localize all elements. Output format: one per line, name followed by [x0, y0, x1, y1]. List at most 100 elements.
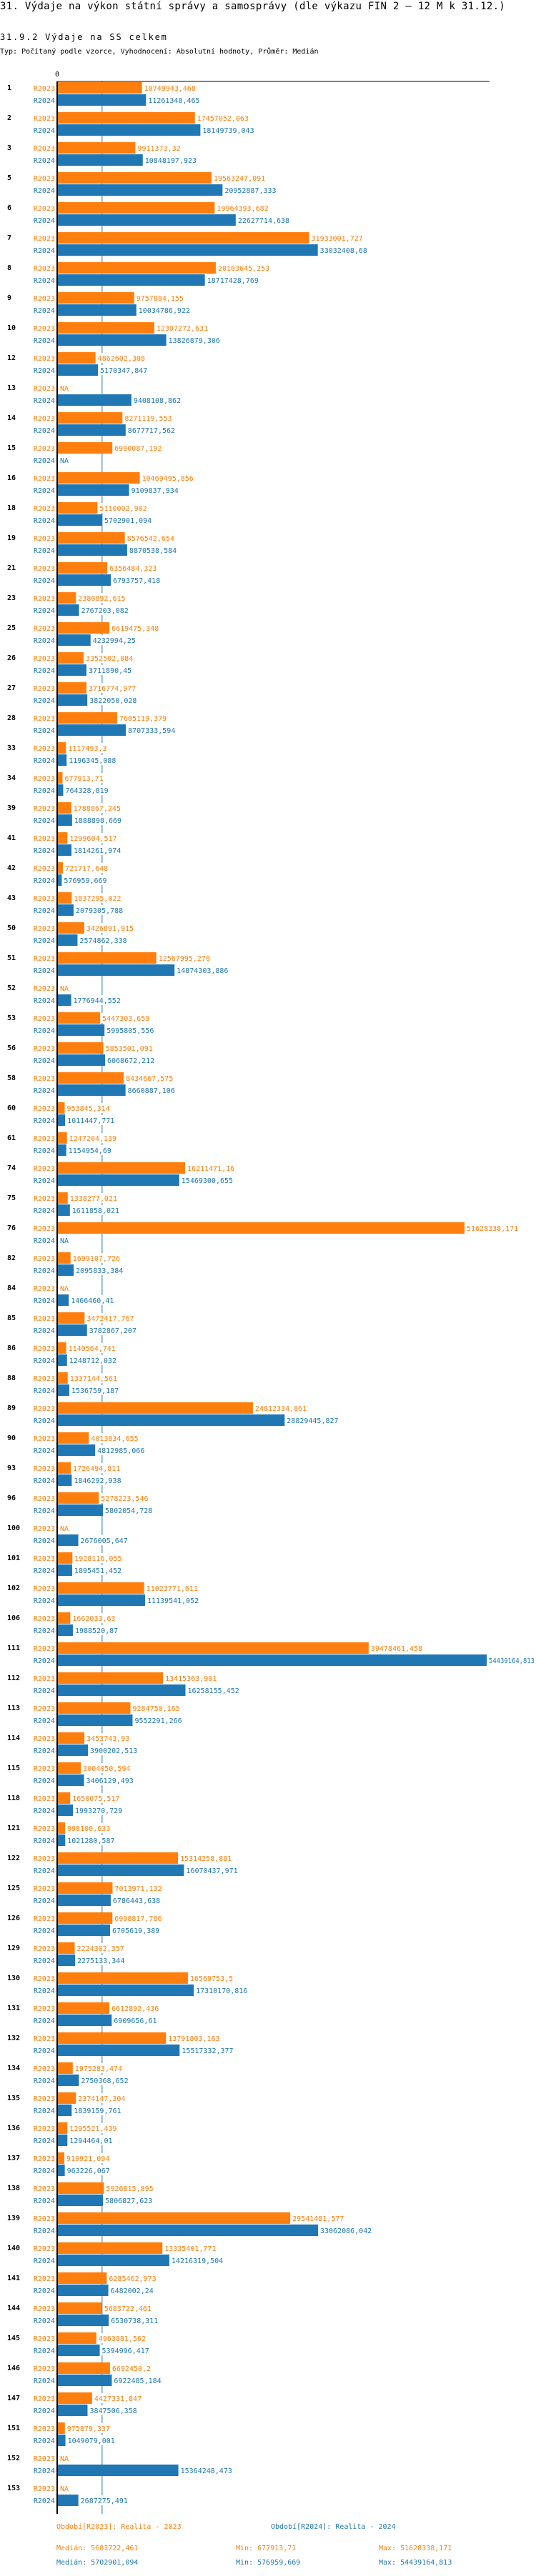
data-label: 15469300,655: [182, 1177, 233, 1185]
data-label: 6692450,2: [112, 2365, 151, 2373]
data-label: 1466460,41: [71, 1297, 114, 1305]
label-background: [118, 713, 168, 723]
data-label: 6705619,389: [112, 1927, 159, 1935]
category-label: 23: [7, 594, 16, 602]
data-label: 16070437,971: [186, 1867, 237, 1875]
bar-r2024: [57, 394, 131, 406]
category-label: 61: [7, 1134, 16, 1142]
series-label: R2023: [34, 2395, 55, 2403]
bar-r2024: [57, 874, 62, 886]
series-label: R2023: [34, 2455, 55, 2463]
bar-r2024: [57, 2285, 109, 2296]
data-label: 1154954,69: [69, 1147, 111, 1155]
series-label: R2024: [34, 757, 55, 765]
label-background: [58, 455, 76, 465]
label-background: [181, 2045, 234, 2055]
label-background: [126, 425, 177, 435]
label-background: [79, 1535, 129, 1545]
data-label: 9284750,165: [133, 1705, 180, 1713]
category-label: 19: [7, 534, 16, 542]
label-background: [58, 1235, 76, 1245]
data-label: 15364248,473: [181, 2467, 232, 2475]
series-label: R2024: [34, 787, 55, 795]
bar-r2023: [57, 2152, 65, 2164]
series-label: R2024: [34, 907, 55, 915]
bar-r2023: [57, 2212, 291, 2224]
category-label: 146: [7, 2365, 20, 2372]
series-label: R2023: [34, 595, 55, 603]
series-label: R2023: [34, 175, 55, 183]
series-label: R2023: [34, 535, 55, 543]
data-label: 1662033,63: [72, 1615, 115, 1623]
label-background: [131, 1703, 182, 1713]
data-label: 6786443,638: [113, 1897, 160, 1905]
series-label: R2023: [34, 1705, 55, 1713]
label-background: [96, 1445, 146, 1455]
series-label: R2024: [34, 727, 55, 735]
label-background: [86, 1733, 131, 1743]
stat-max-r2023: Max: 51628338,171: [379, 2545, 452, 2552]
bar-r2024: [57, 1804, 74, 1816]
series-label: R2023: [34, 865, 55, 873]
bar-r2023: [57, 2092, 76, 2104]
data-label: 39478461,458: [371, 1645, 422, 1653]
category-label: 122: [7, 1854, 20, 1862]
bar-r2024: [57, 1294, 69, 1306]
bar-r2023: [57, 742, 66, 754]
label-background: [68, 1355, 118, 1365]
bar-r2023: [57, 232, 309, 244]
bar-r2023: [57, 2182, 104, 2194]
series-label: R2023: [34, 325, 55, 333]
data-label: 6530738,311: [111, 2317, 158, 2325]
bar-r2023: [57, 2062, 73, 2074]
bar-r2023: [57, 1402, 253, 1414]
bar-r2024: [57, 154, 143, 166]
bar-r2023: [57, 262, 216, 274]
series-label: R2023: [34, 1105, 55, 1113]
series-label: R2023: [34, 715, 55, 723]
bar-r2024: [57, 1084, 126, 1096]
data-label: 2380892,615: [78, 595, 125, 603]
label-background: [101, 1013, 151, 1023]
label-background: [67, 1145, 113, 1155]
category-label: 93: [7, 1464, 16, 1472]
series-label: R2023: [34, 2155, 55, 2163]
bar-r2024: [57, 2375, 112, 2386]
category-label: 14: [7, 414, 16, 422]
na-label: NA: [60, 1525, 69, 1533]
series-label: R2024: [34, 2287, 55, 2295]
data-label: 20103645,253: [218, 265, 269, 273]
series-label: R2024: [34, 997, 55, 1005]
label-background: [103, 515, 153, 525]
category-label: 96: [7, 1494, 16, 1502]
data-label: 1975283,474: [75, 2065, 122, 2073]
series-label: R2024: [34, 2167, 55, 2175]
bar-r2023: [57, 682, 87, 694]
category-label: 82: [7, 1254, 16, 1262]
data-label: 3782867,207: [89, 1327, 137, 1335]
bar-r2024: [57, 1955, 76, 1966]
series-label: R2024: [34, 1117, 55, 1125]
series-label: R2023: [34, 355, 55, 363]
data-label: 1140564,741: [69, 1345, 116, 1353]
bar-r2024: [57, 2435, 66, 2446]
series-label: R2024: [34, 697, 55, 705]
bar-r2023: [57, 1762, 81, 1774]
label-background: [106, 1055, 156, 1065]
label-background: [74, 1805, 124, 1815]
data-label: 5995805,556: [106, 1027, 154, 1035]
series-label: R2024: [34, 1207, 55, 1215]
bar-r2024: [57, 1894, 111, 1906]
category-label: 132: [7, 2035, 20, 2042]
label-background: [179, 2465, 234, 2475]
series-label: R2024: [34, 1147, 55, 1155]
bar-r2023: [57, 292, 134, 304]
data-label: 1337144,561: [70, 1375, 117, 1383]
data-label: 8660887,106: [128, 1087, 175, 1095]
label-background: [465, 1223, 520, 1233]
data-label: 17310170,816: [196, 1987, 247, 1995]
bar-r2024: [57, 484, 129, 496]
bar-r2024: [57, 1534, 79, 1546]
series-label: R2023: [34, 895, 55, 903]
series-label: R2024: [34, 517, 55, 525]
